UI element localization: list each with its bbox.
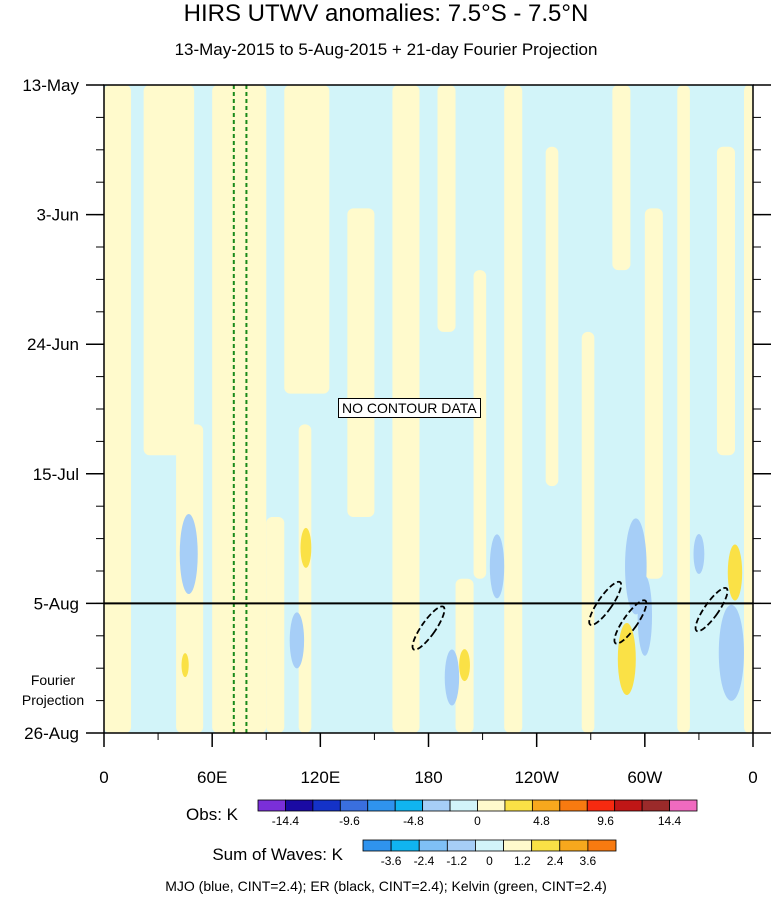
obs-colorbar-tick: 4.8	[533, 814, 550, 828]
er-contour	[694, 586, 729, 633]
obs-colorbar-swatch	[449, 799, 478, 812]
obs-colorbar-swatch	[257, 799, 286, 812]
positive-anomaly-region	[581, 331, 595, 733]
waves-colorbar-tick: -2.4	[414, 854, 435, 868]
er-contour	[588, 580, 623, 626]
obs-colorbar-swatch	[559, 799, 588, 812]
waves-colorbar-swatch	[503, 839, 533, 852]
obs-colorbar-swatch	[394, 799, 424, 812]
positive-anomaly-blob	[181, 653, 189, 678]
waves-colorbar-swatch	[390, 839, 420, 852]
positive-anomaly-region	[143, 85, 195, 456]
negative-anomaly-blob	[637, 575, 653, 656]
positive-anomaly-region	[347, 208, 375, 517]
obs-colorbar-tick: 9.6	[597, 814, 614, 828]
positive-anomaly-blob	[300, 527, 312, 568]
x-tick-label: 180	[414, 768, 442, 787]
waves-colorbar-tick: 2.4	[547, 854, 564, 868]
waves-colorbar-swatch	[475, 839, 504, 852]
positive-anomaly-region	[644, 208, 663, 579]
obs-colorbar-tick: -14.4	[272, 814, 300, 828]
y-tick-label: 13-May	[22, 76, 79, 95]
obs-colorbar-tick: 0	[474, 814, 481, 828]
obs-colorbar-swatch	[422, 799, 451, 812]
positive-anomaly-region	[716, 146, 735, 456]
waves-colorbar-tick: 1.2	[514, 854, 531, 868]
waves-colorbar-label: Sum of Waves: K	[212, 845, 343, 864]
obs-colorbar-swatch	[669, 799, 698, 812]
x-tick-label: 0	[99, 768, 108, 787]
negative-anomaly-blob	[489, 534, 505, 599]
no-contour-data-label: NO CONTOUR DATA	[338, 398, 481, 418]
x-tick-label: 60W	[627, 768, 662, 787]
waves-colorbar-swatch	[418, 839, 448, 852]
positive-anomaly-region	[437, 85, 456, 332]
x-tick-label: 120E	[300, 768, 340, 787]
fourier-projection-label: Fourier Projection	[8, 670, 98, 710]
waves-colorbar-swatch	[587, 839, 617, 852]
positive-anomaly-region	[212, 85, 267, 733]
obs-colorbar-swatch	[614, 799, 643, 812]
fourier-label-line: Fourier	[30, 672, 76, 688]
x-tick-label: 0	[748, 768, 757, 787]
y-tick-label: 26-Aug	[24, 724, 79, 743]
positive-anomaly-region	[104, 85, 132, 733]
waves-colorbar-swatch	[531, 839, 561, 852]
axes: 13-May 3-Jun 24-Jun 15-Jul 5-Aug 26-Aug 0 60E 12…	[22, 76, 771, 787]
positive-anomaly-region	[743, 85, 753, 733]
wave-contours	[232, 85, 729, 733]
obs-colorbar-swatch	[504, 799, 533, 812]
waves-colorbar-tick: 0	[486, 854, 493, 868]
waves-colorbar-tick: -1.2	[446, 854, 467, 868]
negative-anomaly-blob	[718, 604, 744, 701]
chart-title: HIRS UTWV anomalies: 7.5°S - 7.5°N	[183, 0, 589, 27]
chart-subtitle: 13-May-2015 to 5-Aug-2015 + 21-day Fouri…	[174, 40, 598, 59]
negative-anomaly-blob	[179, 514, 198, 595]
obs-colorbar-swatch	[312, 799, 341, 812]
obs-colorbar-tick: -9.6	[339, 814, 360, 828]
y-tick-label: 15-Jul	[33, 465, 79, 484]
positive-anomaly-blob	[617, 622, 636, 695]
footer-legend: MJO (blue, CINT=2.4); ER (black, CINT=2.…	[165, 878, 607, 894]
obs-colorbar-label: Obs: K	[186, 805, 239, 824]
obs-colorbar-swatch	[367, 799, 396, 812]
y-tick-label: 24-Jun	[27, 335, 79, 354]
obs-colorbar-swatch	[586, 799, 616, 812]
positive-anomaly-region	[473, 270, 487, 579]
positive-anomaly-region	[504, 85, 523, 733]
obs-colorbar-swatch	[531, 799, 561, 812]
positive-anomaly-region	[545, 146, 559, 487]
negative-anomaly-blob	[444, 649, 460, 706]
obs-colorbar-swatch	[339, 799, 369, 812]
waves-colorbar-tick: 3.6	[580, 854, 597, 868]
obs-colorbar-tick: 14.4	[658, 814, 682, 828]
positive-anomaly-region	[284, 85, 330, 394]
waves-colorbar-tick: -3.6	[381, 854, 402, 868]
obs-colorbar-tick: -4.8	[403, 814, 424, 828]
obs-colorbar-swatch	[477, 799, 506, 812]
er-contour	[613, 599, 648, 645]
colorbars: Obs: K -14.4 -9.6 -4.8 0 4.8 9.6 14.4 Sum of Wav…	[186, 799, 698, 868]
positive-anomaly-blob	[727, 544, 743, 601]
positive-anomaly-blob	[459, 649, 470, 682]
positive-anomaly-region	[298, 424, 312, 733]
er-contour	[411, 605, 446, 651]
negative-anomaly-blob	[289, 612, 305, 669]
waves-colorbar-swatch	[446, 839, 476, 852]
positive-anomaly-region	[266, 517, 285, 733]
fourier-label-line: Projection	[21, 692, 85, 708]
x-tick-label: 60E	[197, 768, 227, 787]
x-tick-label: 120W	[514, 768, 558, 787]
y-tick-label: 3-Jun	[36, 206, 79, 225]
negative-anomaly-blob	[693, 534, 705, 575]
y-tick-label: 5-Aug	[34, 594, 79, 613]
waves-colorbar-swatch	[559, 839, 589, 852]
positive-anomaly-region	[677, 85, 690, 733]
obs-colorbar-swatch	[285, 799, 314, 812]
obs-colorbar-swatch	[641, 799, 670, 812]
positive-anomaly-region	[612, 85, 631, 271]
waves-colorbar-swatch	[362, 839, 392, 852]
